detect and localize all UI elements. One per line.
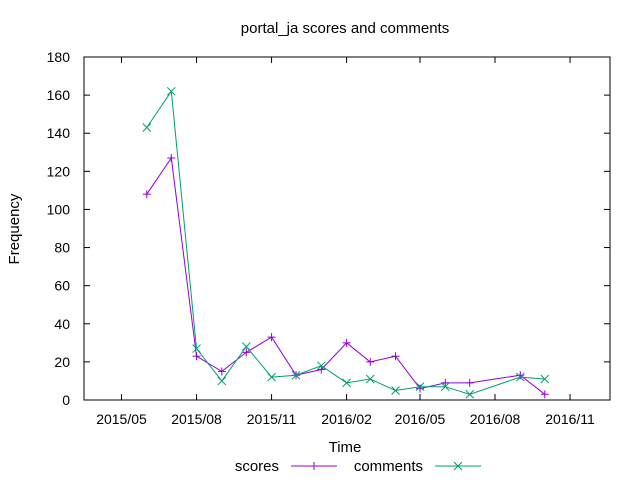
legend-marker <box>453 461 463 471</box>
comments-point <box>192 344 201 353</box>
scores-point <box>516 371 525 380</box>
y-tick-label: 80 <box>54 240 70 256</box>
comments-point <box>465 389 475 399</box>
comments-point <box>440 382 450 392</box>
legend-marker <box>310 462 318 470</box>
scores-point <box>317 365 326 374</box>
legend-label: scores <box>235 458 279 475</box>
y-tick-label: 140 <box>47 125 71 141</box>
y-tick-label: 120 <box>47 163 71 179</box>
series-comments <box>142 86 550 399</box>
comments-point <box>540 374 550 384</box>
scores-point <box>267 333 276 342</box>
series-scores <box>142 153 549 399</box>
x-tick-label: 2016/05 <box>395 411 446 427</box>
y-axis-ticks: 0 20 40 60 80 100 120 140 160 180 <box>47 49 610 408</box>
comments-point <box>391 386 400 395</box>
comments-point <box>342 378 351 388</box>
legend-item-comments: comments <box>354 458 481 475</box>
comments-point <box>316 361 326 371</box>
plot-area-border <box>83 56 611 401</box>
y-tick-label: 60 <box>54 278 70 294</box>
scores-point <box>342 338 351 347</box>
x-tick-label: 2016/11 <box>545 411 595 427</box>
comments-point <box>217 376 227 386</box>
scores-point <box>540 390 549 399</box>
scores-point <box>242 348 251 357</box>
comments-point <box>166 86 176 96</box>
scores-point <box>366 357 375 366</box>
x-tick-label: 2015/05 <box>96 411 147 427</box>
y-tick-label: 160 <box>47 87 71 103</box>
x-axis-ticks: 2015/05 2015/08 2015/11 2016/02 2016/05 2016/… <box>96 57 595 427</box>
scores-point <box>441 378 450 387</box>
x-axis-title: Time <box>329 439 362 456</box>
comments-point <box>142 123 152 132</box>
scores-point <box>415 384 424 393</box>
y-axis-title: Frequency <box>6 193 23 264</box>
scores-point <box>391 352 400 361</box>
comments-line <box>146 89 545 395</box>
chart-title: portal_ja scores and comments <box>241 20 449 37</box>
y-tick-label: 20 <box>54 354 70 370</box>
comments-point <box>515 372 525 382</box>
series-layer <box>142 86 550 399</box>
x-tick-label: 2015/11 <box>247 411 297 427</box>
comments-point <box>415 382 425 392</box>
y-tick-label: 0 <box>62 392 70 408</box>
legend: scores comments <box>235 458 481 475</box>
comments-point <box>365 374 375 384</box>
x-tick-label: 2016/08 <box>470 411 521 427</box>
comments-point <box>267 372 276 382</box>
x-tick-label: 2015/08 <box>171 411 222 427</box>
scores-point <box>167 153 176 162</box>
y-tick-label: 40 <box>54 316 70 332</box>
scores-point <box>217 367 226 376</box>
x-tick-label: 2016/02 <box>321 411 372 427</box>
scores-line <box>146 156 546 395</box>
scores-point <box>465 378 474 387</box>
legend-label: comments <box>354 458 423 475</box>
y-tick-label: 180 <box>47 49 71 65</box>
y-tick-label: 100 <box>47 201 71 217</box>
scores-point <box>192 352 201 361</box>
comments-point <box>291 370 301 380</box>
comments-point <box>241 342 251 351</box>
scores-point <box>142 190 151 199</box>
legend-item-scores: scores <box>235 458 337 475</box>
